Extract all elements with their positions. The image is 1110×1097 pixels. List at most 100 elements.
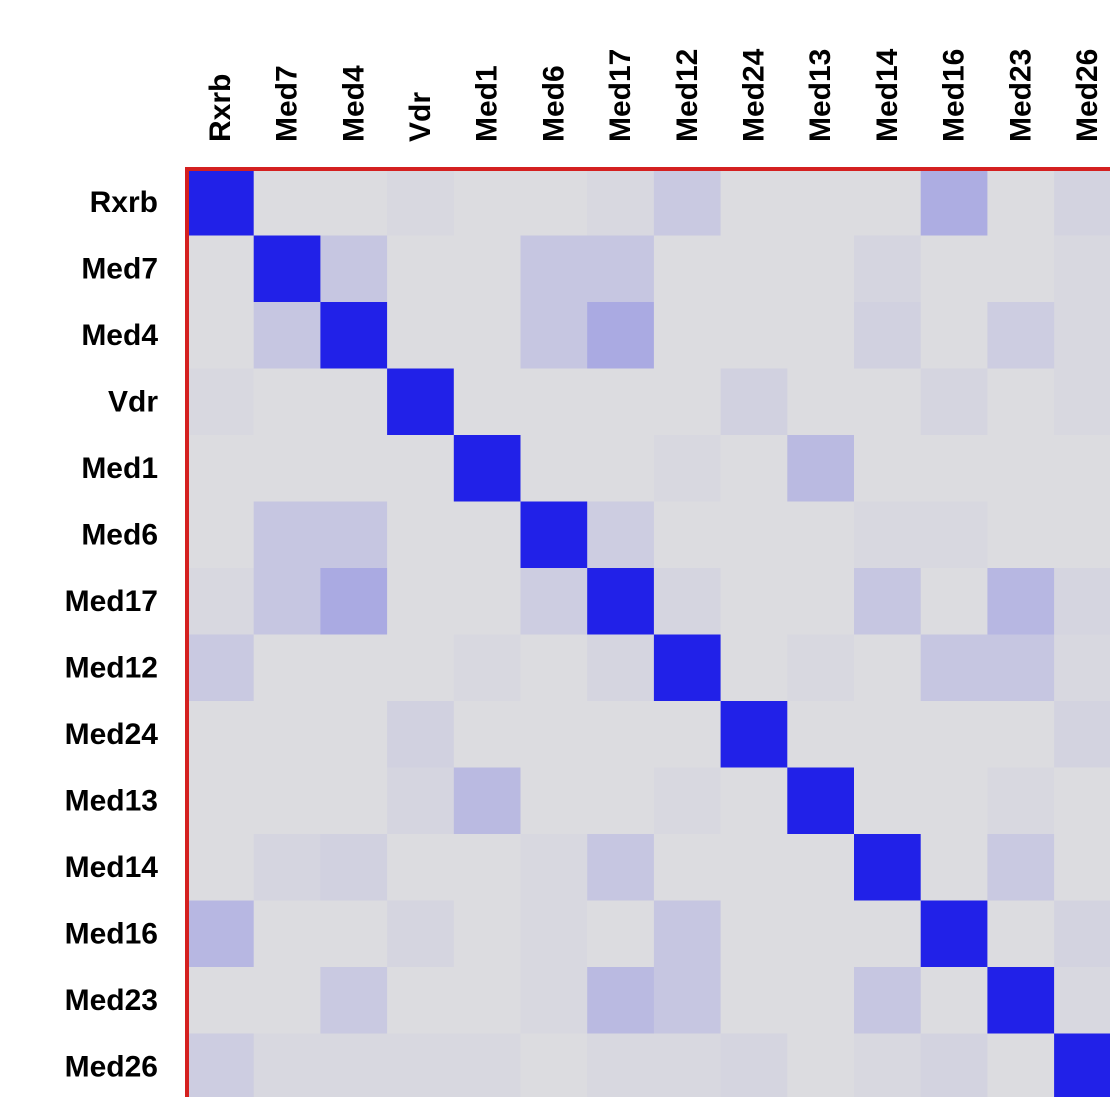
heatmap-cell-med23-med23 — [987, 967, 1055, 1035]
heatmap-cell-med14-med12 — [653, 834, 722, 902]
heatmap-cell-med17-med23 — [987, 568, 1055, 636]
column-label-med7: Med7 — [271, 65, 304, 142]
heatmap-cell-vdr-med23 — [987, 368, 1055, 436]
heatmap-cell-med12-med7 — [253, 634, 321, 702]
heatmap-cell-med23-med14 — [854, 967, 922, 1035]
heatmap-cell-rxrb-med23 — [987, 169, 1055, 237]
heatmap-cell-vdr-med24 — [720, 368, 788, 436]
heatmap-cell-med13-med4 — [320, 767, 388, 835]
heatmap-cell-med17-med26 — [1054, 568, 1110, 636]
heatmap-cell-vdr-rxrb — [187, 368, 255, 436]
heatmap-cell-med23-vdr — [387, 967, 455, 1035]
heatmap-cell-rxrb-vdr — [387, 169, 455, 237]
heatmap-cell-med17-med13 — [787, 568, 855, 636]
heatmap-cell-med26-med24 — [720, 1033, 788, 1097]
heatmap-cell-med12-med23 — [987, 634, 1055, 702]
heatmap-cell-med7-med16 — [920, 235, 988, 303]
heatmap-cell-med17-med1 — [453, 568, 522, 636]
heatmap-cell-med13-med16 — [920, 767, 988, 835]
heatmap-cell-med14-med23 — [987, 834, 1055, 902]
heatmap-cell-med24-med24 — [720, 701, 788, 769]
heatmap-cell-med14-med1 — [453, 834, 522, 902]
heatmap-cell-med12-med4 — [320, 634, 388, 702]
heatmap-cell-rxrb-med24 — [720, 169, 788, 237]
heatmap-cell-med26-med13 — [787, 1033, 855, 1097]
heatmap-cell-med26-rxrb — [187, 1033, 255, 1097]
heatmap-cell-med13-med23 — [987, 767, 1055, 835]
heatmap-cell-med23-med26 — [1054, 967, 1110, 1035]
heatmap-cell-med14-vdr — [387, 834, 455, 902]
heatmap-cell-med12-med26 — [1054, 634, 1110, 702]
heatmap-cell-vdr-med6 — [520, 368, 588, 436]
heatmap-cell-vdr-med1 — [453, 368, 522, 436]
heatmap-cell-med6-med14 — [854, 501, 922, 569]
heatmap-cell-med24-med23 — [987, 701, 1055, 769]
column-label-rxrb: Rxrb — [204, 74, 237, 142]
heatmap-cell-med26-med7 — [253, 1033, 321, 1097]
heatmap-cell-med4-med16 — [920, 302, 988, 370]
heatmap-cell-med12-med16 — [920, 634, 988, 702]
heatmap-cell-med12-med24 — [720, 634, 788, 702]
heatmap-cell-med12-med13 — [787, 634, 855, 702]
heatmap-cell-med26-vdr — [387, 1033, 455, 1097]
heatmap-cell-vdr-med4 — [320, 368, 388, 436]
row-label-vdr: Vdr — [108, 385, 158, 418]
heatmap-cell-med16-rxrb — [187, 900, 255, 968]
heatmap-cell-med1-med7 — [253, 435, 321, 503]
heatmap-cell-med4-med7 — [253, 302, 321, 370]
heatmap-cell-med17-med4 — [320, 568, 388, 636]
row-label-med1: Med1 — [81, 452, 158, 485]
column-label-med14: Med14 — [871, 48, 904, 142]
column-label-med1: Med1 — [471, 65, 504, 142]
heatmap-cell-med4-rxrb — [187, 302, 255, 370]
heatmap-cell-med1-med26 — [1054, 435, 1110, 503]
heatmap-cell-vdr-med17 — [587, 368, 655, 436]
heatmap-cell-med26-med17 — [587, 1033, 655, 1097]
heatmap-cell-med14-med7 — [253, 834, 321, 902]
heatmap-cell-vdr-vdr — [387, 368, 455, 436]
heatmap-cell-med1-med13 — [787, 435, 855, 503]
row-label-rxrb: Rxrb — [90, 186, 158, 219]
heatmap-cell-med6-med23 — [987, 501, 1055, 569]
heatmap-cell-med4-med12 — [653, 302, 722, 370]
heatmap-cell-med16-med24 — [720, 900, 788, 968]
heatmap-cell-med17-med17 — [587, 568, 655, 636]
heatmap-cell-rxrb-med6 — [520, 169, 588, 237]
heatmap-cell-med13-vdr — [387, 767, 455, 835]
heatmap-cell-med24-med16 — [920, 701, 988, 769]
row-label-med4: Med4 — [81, 319, 158, 352]
heatmap-cell-med13-med1 — [453, 767, 522, 835]
heatmap-cell-med23-med6 — [520, 967, 588, 1035]
heatmap-cell-med16-med13 — [787, 900, 855, 968]
heatmap-cell-med16-med1 — [453, 900, 522, 968]
row-label-med6: Med6 — [81, 518, 158, 551]
heatmap-cell-med7-med12 — [653, 235, 722, 303]
heatmap-cell-med13-med26 — [1054, 767, 1110, 835]
heatmap-cell-med4-med23 — [987, 302, 1055, 370]
heatmap-cell-med1-med24 — [720, 435, 788, 503]
heatmap-cell-med17-vdr — [387, 568, 455, 636]
heatmap-cell-med1-vdr — [387, 435, 455, 503]
heatmap-cell-rxrb-med26 — [1054, 169, 1110, 237]
heatmap-cell-med6-med4 — [320, 501, 388, 569]
heatmap-cell-med24-med6 — [520, 701, 588, 769]
heatmap-cell-med7-med4 — [320, 235, 388, 303]
heatmap-cell-med12-med1 — [453, 634, 522, 702]
heatmap-cell-med24-med17 — [587, 701, 655, 769]
heatmap-cell-med4-med1 — [453, 302, 522, 370]
heatmap-cell-med26-med16 — [920, 1033, 988, 1097]
column-label-med16: Med16 — [938, 49, 971, 142]
heatmap-cell-med13-med7 — [253, 767, 321, 835]
heatmap-cell-med16-med7 — [253, 900, 321, 968]
heatmap-cell-med17-med12 — [653, 568, 722, 636]
heatmap-cell-med12-med14 — [854, 634, 922, 702]
heatmap-cell-med23-med12 — [653, 967, 722, 1035]
heatmap-cell-med7-med26 — [1054, 235, 1110, 303]
heatmap-cell-med12-rxrb — [187, 634, 255, 702]
heatmap-cell-med1-med16 — [920, 435, 988, 503]
heatmap-cell-med7-med14 — [854, 235, 922, 303]
heatmap-cell-med13-med14 — [854, 767, 922, 835]
heatmap-cell-med1-med23 — [987, 435, 1055, 503]
heatmap-cell-med4-med14 — [854, 302, 922, 370]
column-label-med26: Med26 — [1071, 49, 1104, 142]
